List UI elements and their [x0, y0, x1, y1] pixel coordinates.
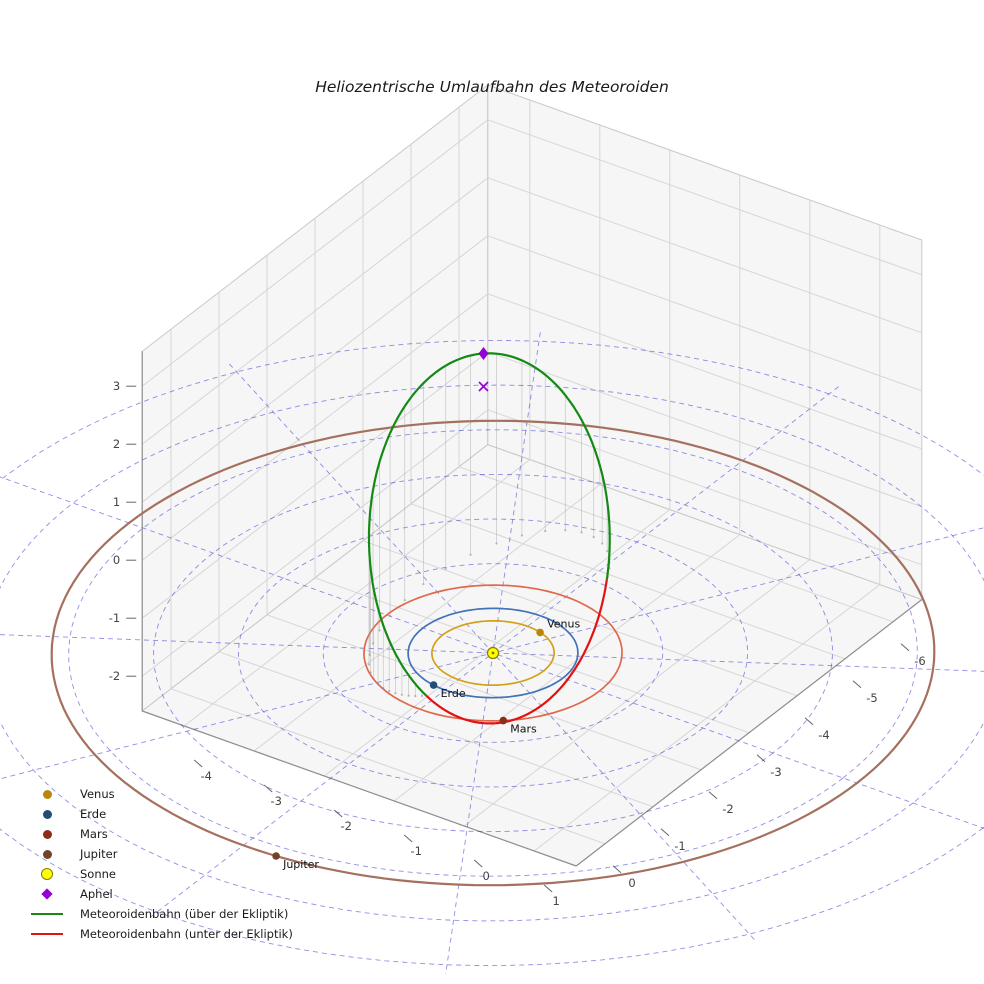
legend-item-label: Meteoroidenbahn (unter der Ekliptik) [80, 927, 293, 941]
x-tick-label: 0 [483, 869, 490, 883]
legend-item: Jupiter [30, 844, 293, 864]
legend-item: Mars [30, 824, 293, 844]
z-tick-label: -1 [109, 611, 120, 625]
legend-dot-icon [30, 849, 64, 859]
legend-item-label: Sonne [80, 867, 116, 881]
aphel-diamond [478, 347, 489, 360]
legend-line-icon [30, 933, 64, 935]
meteoroid-orbit-above [367, 352, 611, 697]
legend-dot-icon [30, 789, 64, 799]
legend-diamond-icon [30, 888, 64, 900]
x-tick-label: -3 [270, 794, 281, 808]
z-tick-label: 0 [113, 553, 120, 567]
legend-item-label: Erde [80, 807, 107, 821]
z-tick-label: 2 [113, 437, 120, 451]
planet-label-erde: Erde [441, 687, 466, 700]
y-tick-label: -4 [818, 728, 829, 742]
x-tick-label: -1 [410, 844, 421, 858]
z-tick-label: -2 [109, 669, 120, 683]
axes-panes [141, 83, 923, 867]
legend-item-label: Mars [80, 827, 108, 841]
meteoroid-orbit-below [425, 579, 608, 725]
tick-labels: -4 -3 -2 -1 0 1 -6 -5 -4 -3 -2 -1 0 -2 -1 0 1 2 3 [109, 379, 926, 908]
legend-item: Sonne [30, 864, 293, 884]
orbit-mars [363, 584, 623, 722]
orbit-venus [431, 619, 555, 687]
legend-item: Aphel [30, 884, 293, 904]
y-tick-label: -5 [866, 691, 877, 705]
planet-orbits [50, 419, 936, 887]
legend-dot-icon [30, 809, 64, 819]
legend: Venus Erde Mars Jupiter Sonne Aphel Meteoroide… [30, 784, 293, 944]
legend-item-label: Venus [80, 787, 115, 801]
x-tick-label: -4 [200, 769, 211, 783]
projection-stems [367, 353, 611, 698]
legend-item-label: Aphel [80, 887, 113, 901]
planet-markers: Venus Erde Mars Jupiter [272, 617, 580, 871]
marker-jupiter [272, 852, 280, 860]
marker-venus [536, 628, 544, 637]
orbit-erde [407, 607, 579, 699]
legend-line-icon [30, 913, 64, 915]
marker-erde [429, 681, 438, 689]
chart-title: Heliozentrische Umlaufbahn des Meteoroid… [315, 78, 669, 96]
pane-gridlines [141, 100, 922, 852]
legend-item: Venus [30, 784, 293, 804]
planet-label-mars: Mars [510, 723, 537, 736]
axis-lines [141, 351, 923, 867]
orbit-jupiter [50, 419, 936, 887]
planet-label-jupiter: Jupiter [282, 858, 319, 871]
legend-item-label: Meteoroidenbahn (über der Ekliptik) [80, 907, 289, 921]
z-tick-label: 3 [113, 379, 120, 393]
planet-label-venus: Venus [547, 617, 580, 630]
sun-marker [486, 646, 500, 660]
marker-mars [499, 716, 508, 725]
z-tick-label: 1 [113, 495, 120, 509]
aphel-marker [478, 347, 489, 392]
legend-sun-icon [30, 868, 64, 880]
y-tick-label: -6 [914, 654, 925, 668]
legend-item: Meteoroidenbahn (unter der Ekliptik) [30, 924, 293, 944]
y-tick-label: -2 [722, 802, 733, 816]
y-tick-label: -3 [770, 765, 781, 779]
legend-item-label: Jupiter [80, 847, 118, 861]
legend-item: Meteoroidenbahn (über der Ekliptik) [30, 904, 293, 924]
legend-dot-icon [30, 829, 64, 839]
legend-item: Erde [30, 804, 293, 824]
x-tick-label: -2 [340, 819, 351, 833]
x-tick-label: 1 [553, 894, 560, 908]
y-tick-label: 0 [628, 876, 635, 890]
y-tick-label: -1 [674, 839, 685, 853]
